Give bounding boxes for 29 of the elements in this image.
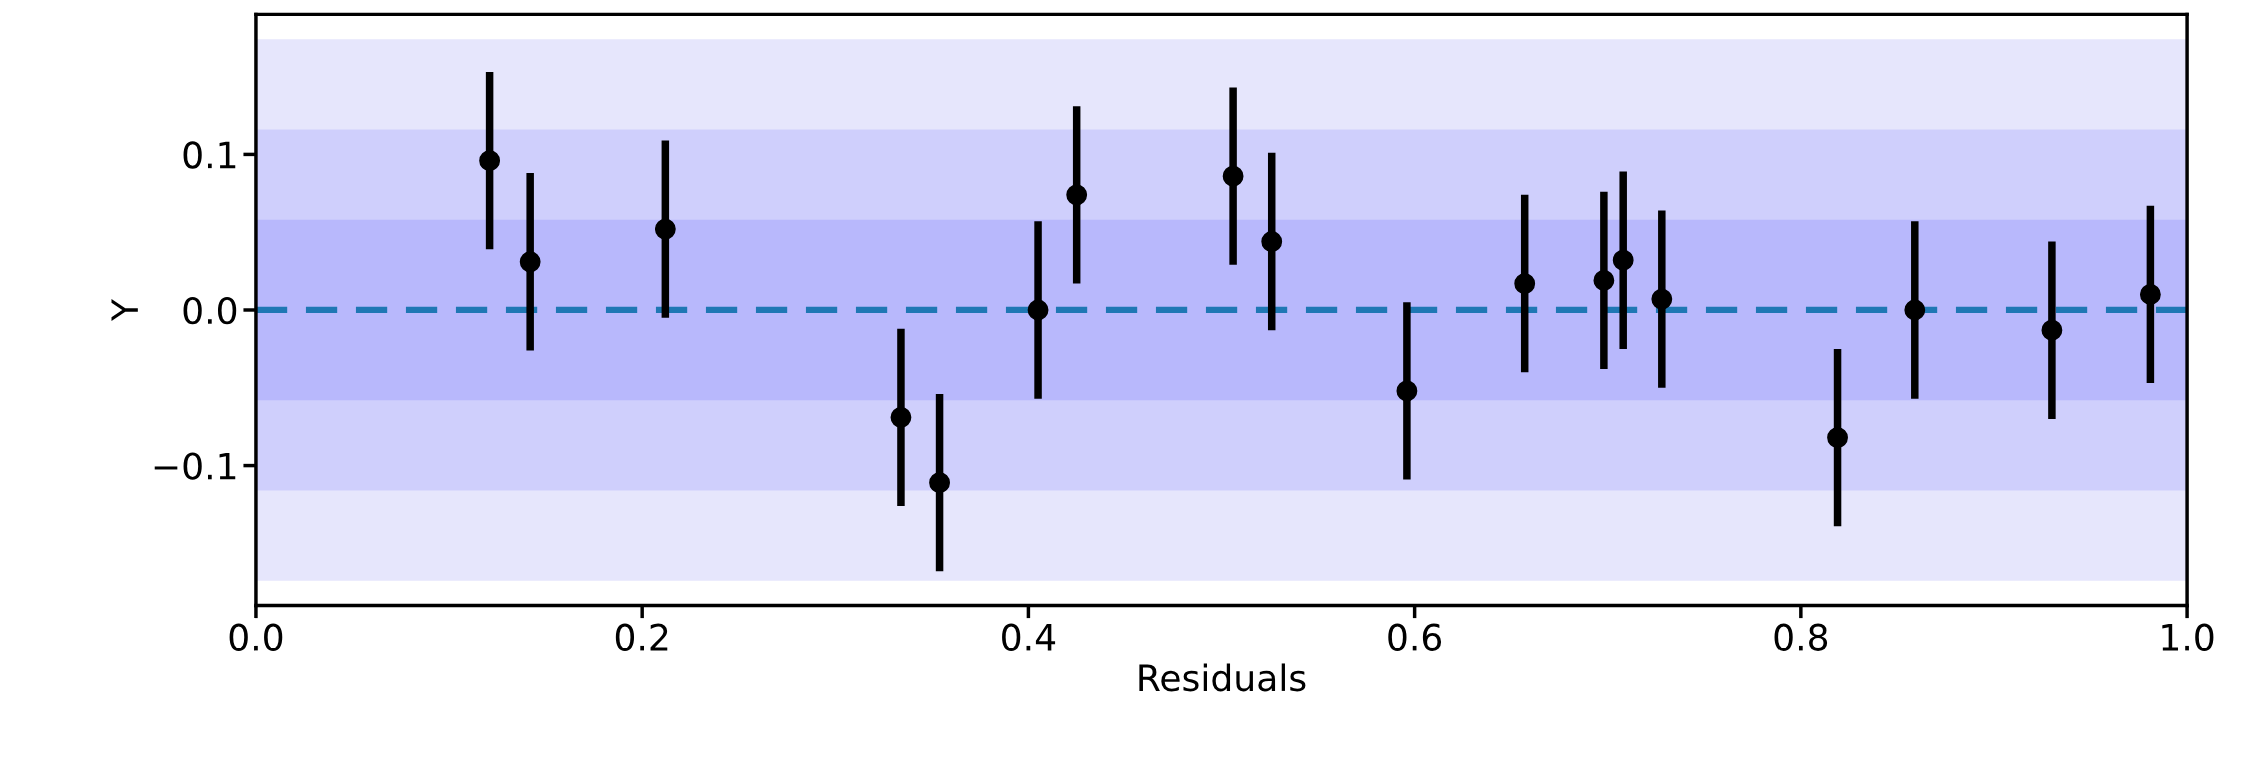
x-tick-label: 0.2 (615, 623, 668, 651)
x-axis-title: Residuals (1139, 663, 1306, 692)
point (1222, 165, 1244, 187)
y-tick-label: 0.0 (183, 296, 237, 325)
x-tick-label: 0.0 (229, 623, 283, 651)
point (2139, 284, 2161, 305)
point (1066, 184, 1088, 206)
point (1593, 270, 1615, 291)
point (654, 218, 676, 240)
point (890, 406, 912, 428)
point (1904, 299, 1926, 321)
point (1651, 288, 1673, 310)
y-tick-label: −0.1 (154, 452, 236, 480)
y-tick-label: 0.1 (183, 141, 236, 169)
point (519, 251, 541, 273)
x-tick-label: 0.8 (1774, 623, 1828, 651)
x-tick-label: 0.4 (1002, 623, 1056, 651)
point (1612, 249, 1634, 271)
point (1827, 427, 1848, 448)
y-axis-title: Y (111, 298, 138, 322)
point (2041, 319, 2063, 341)
point (1514, 273, 1536, 294)
point (1261, 231, 1283, 252)
point (1396, 380, 1418, 402)
point (479, 150, 501, 172)
x-tick-label: 1.0 (2162, 623, 2214, 651)
point (929, 472, 950, 494)
point (1027, 299, 1049, 321)
x-tick-label: 0.6 (1388, 623, 1442, 651)
